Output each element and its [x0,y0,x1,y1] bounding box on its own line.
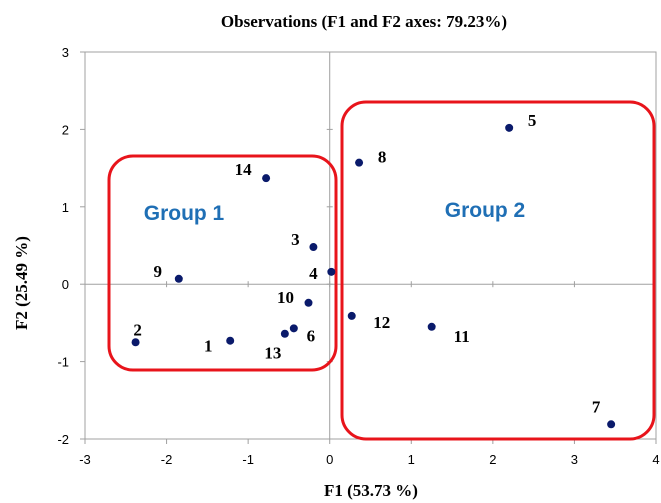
data-point [355,158,364,167]
y-axis-label: F2 (25.49 %) [12,236,31,330]
data-point [262,174,271,183]
group-box [340,100,656,441]
data-point [505,123,514,132]
data-point [607,420,616,429]
data-point [280,329,289,338]
point-label: 13 [264,344,281,363]
point-label: 2 [133,320,142,339]
data-point [347,311,356,320]
group-box [107,154,338,372]
plot-frame [84,51,657,440]
x-tick-label: 4 [652,452,659,467]
point-label: 1 [204,337,213,356]
point-label: 12 [373,313,390,332]
group-label: Group 1 [144,202,225,225]
data-point [174,274,183,283]
x-tick-label: -1 [242,452,254,467]
y-tick-label: 3 [62,45,69,60]
x-tick-label: 3 [571,452,578,467]
point-label: 5 [528,111,537,130]
x-tick-label: -3 [79,452,91,467]
data-point [289,324,298,333]
x-tick-label: 0 [326,452,333,467]
y-tick-label: 1 [62,200,69,215]
point-label: 11 [454,327,470,346]
x-axis-label: F1 (53.73 %) [324,481,418,500]
data-point [304,298,313,307]
group-label: Group 2 [445,199,526,222]
data-point [327,267,336,276]
data-point [226,336,235,345]
x-tick-label: 1 [408,452,415,467]
x-tick-label: -2 [161,452,173,467]
data-point [131,338,140,347]
y-tick-label: 2 [62,122,69,137]
point-label: 7 [592,397,601,416]
point-label: 8 [378,148,387,167]
group-boxes: Group 1 Group 2 [107,100,656,441]
chart-title: Observations (F1 and F2 axes: 79.23%) [221,12,507,31]
point-label: 14 [235,160,253,179]
data-point [427,322,436,331]
y-tick-label: 0 [62,277,69,292]
x-tick-label: 2 [489,452,496,467]
point-label: 10 [277,288,294,307]
data-point [309,243,318,252]
point-label: 9 [154,262,163,281]
point-label: 3 [291,230,300,249]
y-tick-label: -2 [57,432,69,447]
y-tick-label: -1 [57,355,69,370]
point-label: 4 [309,264,318,283]
point-label: 6 [307,326,316,345]
